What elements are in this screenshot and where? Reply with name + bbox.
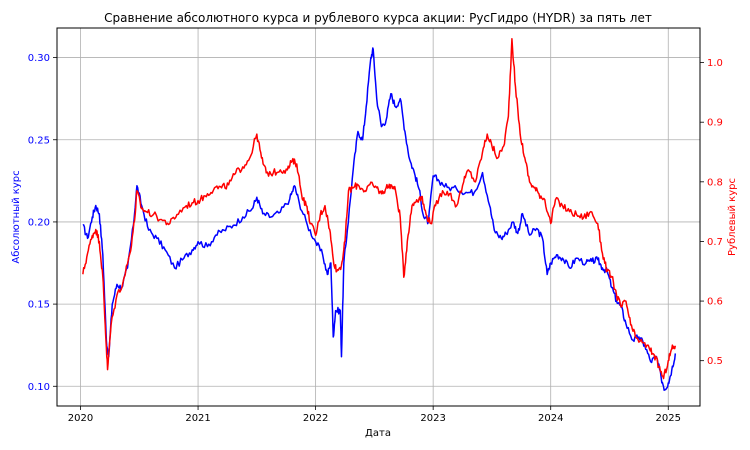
y-right-tick-label: 0.6 [707, 297, 723, 308]
y-right-tick-label: 0.5 [707, 356, 723, 367]
y-axis-left: 0.10 0.15 0.20 0.25 0.30 [28, 53, 57, 393]
series-layer [82, 37, 677, 392]
plot-frame [56, 27, 701, 407]
y-left-tick-label: 0.10 [28, 382, 50, 393]
x-tick-label: 2023 [420, 413, 445, 424]
y-axis-right-label: Рублевый курс [727, 178, 738, 256]
x-tick-label: 2024 [538, 413, 563, 424]
series-line-ruble [82, 37, 677, 380]
y-left-tick-label: 0.20 [28, 217, 50, 228]
y-left-tick-label: 0.15 [28, 300, 50, 311]
y-right-tick-label: 1.0 [707, 58, 723, 69]
y-right-tick-label: 0.8 [707, 177, 723, 188]
y-left-tick-label: 0.30 [28, 53, 50, 64]
y-axis-left-label: Абсолютный курс [11, 170, 22, 263]
chart-title: Сравнение абсолютного курса и рублевого … [104, 11, 652, 25]
x-axis-label: Дата [365, 428, 391, 439]
x-tick-label: 2020 [68, 413, 93, 424]
x-tick-label: 2025 [656, 413, 681, 424]
y-left-tick-label: 0.25 [28, 135, 50, 146]
x-tick-label: 2022 [303, 413, 328, 424]
x-axis: 2020 2021 2022 2023 2024 2025 [68, 406, 681, 424]
x-tick-label: 2021 [185, 413, 210, 424]
y-right-tick-label: 0.7 [707, 237, 723, 248]
y-right-tick-label: 0.9 [707, 118, 723, 129]
grid-lines [57, 28, 700, 406]
y-axis-right: 0.5 0.6 0.7 0.8 0.9 1.0 [700, 58, 723, 367]
series-line-absolute [82, 47, 677, 392]
